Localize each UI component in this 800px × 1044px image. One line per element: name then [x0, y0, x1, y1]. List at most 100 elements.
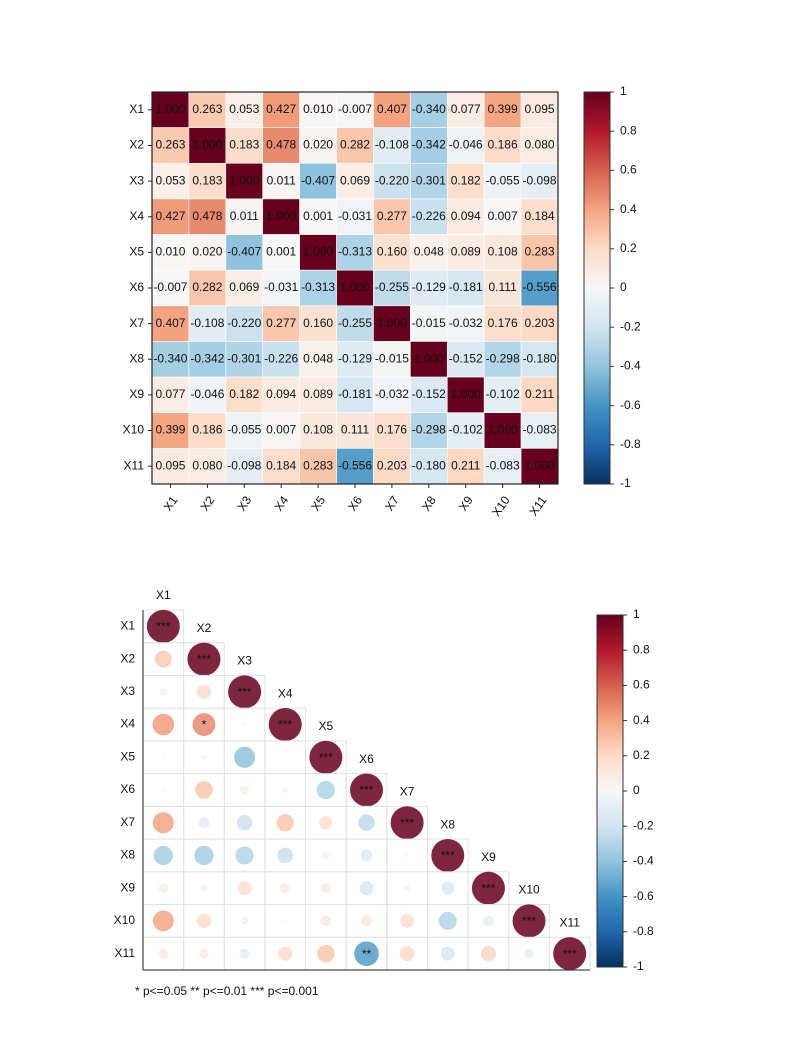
significance-label: ***	[400, 816, 414, 830]
heatmap-cell	[299, 127, 337, 164]
heatmap-cell	[151, 412, 190, 449]
significance-note: * p<=0.05 ** p<=0.01 *** p<=0.001	[135, 984, 319, 998]
colorbar	[583, 91, 611, 485]
cell-label: 0.399	[155, 423, 185, 437]
cell-label: 0.077	[451, 102, 481, 116]
corr-circle	[161, 755, 165, 759]
heatmap-cell	[299, 412, 337, 449]
cell-label: -0.055	[486, 173, 520, 187]
column-label: X8	[440, 817, 455, 831]
x-tick-label: X8	[419, 493, 439, 513]
cell-label: -0.181	[449, 280, 483, 294]
cell-label: -0.015	[412, 316, 446, 330]
cell-label: -0.298	[412, 423, 446, 437]
heatmap-cell	[151, 305, 190, 342]
cell-label: -0.220	[227, 316, 261, 330]
corr-circle	[399, 946, 415, 962]
column-label: X11	[559, 915, 580, 929]
y-tick-label: X5	[129, 245, 144, 259]
corr-circle	[195, 781, 213, 799]
colorbar-tick-label: 0	[620, 280, 627, 294]
cell-label: 1.000	[192, 138, 222, 152]
column-label: X1	[156, 588, 171, 602]
corr-circle	[316, 780, 336, 800]
cell-label: 0.077	[155, 387, 185, 401]
cell-label: -0.255	[375, 280, 409, 294]
heatmap-cell	[299, 234, 337, 271]
cell-label: 0.263	[192, 102, 222, 116]
heatmap-cell	[446, 448, 485, 485]
significance-label: **	[362, 947, 372, 961]
heatmap-cell	[483, 305, 522, 342]
cell-label: 1.000	[377, 316, 407, 330]
colorbar-tick-label: 1	[620, 84, 627, 98]
heatmap-cell	[336, 269, 374, 307]
cell-label: -0.046	[449, 138, 483, 152]
corr-circle	[524, 948, 534, 959]
cell-label: 0.211	[451, 458, 480, 472]
corr-circle	[319, 816, 333, 830]
cell-label: 0.160	[377, 245, 407, 259]
heatmap-cell	[410, 412, 448, 449]
cell-label: -0.556	[523, 280, 557, 294]
colorbar-tick-label: -1	[620, 476, 631, 490]
corr-circle	[240, 917, 249, 925]
corr-circle	[239, 948, 250, 959]
heatmap-cell	[336, 198, 374, 235]
heatmap-cell	[373, 376, 411, 414]
cell-label: -0.129	[338, 351, 372, 365]
corr-circle	[284, 756, 286, 758]
cell-label: 0.094	[266, 387, 296, 401]
significance-label: ***	[156, 620, 170, 634]
cell-label: 0.427	[155, 209, 185, 223]
colorbar-tick-label: 0	[633, 783, 640, 797]
heatmap-cell	[446, 305, 485, 342]
heatmap-cell	[410, 305, 448, 342]
corr-circle	[277, 847, 294, 864]
cell-label: 0.182	[451, 173, 481, 187]
corr-circle	[358, 814, 375, 832]
cell-label: 0.111	[489, 280, 518, 294]
cell-label: 1.000	[488, 423, 518, 437]
corr-circle	[553, 937, 587, 971]
cell-label: -0.180	[523, 351, 557, 365]
corr-circle	[199, 948, 209, 959]
cell-label: 0.160	[303, 316, 333, 330]
cell-label: -0.152	[412, 387, 446, 401]
corr-circle	[283, 919, 287, 923]
corr-circle	[158, 883, 168, 893]
y-tick-label: X8	[129, 351, 144, 365]
corr-circle	[240, 785, 249, 795]
cell-label: 0.111	[341, 423, 370, 437]
heatmap-cell	[336, 341, 374, 378]
cell-label: -0.181	[338, 387, 372, 401]
heatmap-cell	[483, 341, 522, 378]
colorbar-tick-label: -0.8	[633, 924, 654, 938]
colorbar	[596, 614, 624, 968]
heatmap-cell	[225, 198, 264, 235]
heatmap-cell	[410, 448, 448, 485]
heatmap-cell	[483, 127, 522, 164]
heatmap-cell	[262, 341, 300, 378]
cell-label: -0.007	[338, 102, 372, 116]
y-tick-label: X10	[123, 423, 145, 437]
x-tick-label: X9	[456, 493, 476, 513]
cell-label: -0.152	[449, 351, 483, 365]
cell-label: 0.203	[377, 458, 407, 472]
colorbar-tick-label: -0.2	[633, 818, 654, 832]
y-tick-label: X2	[129, 138, 144, 152]
heatmap-cell	[446, 269, 485, 307]
heatmap-cell	[225, 448, 264, 485]
heatmap-cell	[151, 127, 190, 164]
cell-label: -0.055	[227, 423, 261, 437]
heatmap-cell	[446, 412, 485, 449]
heatmap-cell	[262, 269, 300, 307]
corr-circle	[438, 911, 457, 930]
cell-label: 0.048	[303, 351, 333, 365]
cell-label: -0.340	[153, 351, 187, 365]
colorbar-tick-label: 0.8	[633, 642, 650, 656]
row-label: X11	[115, 946, 136, 960]
cell-label: 0.108	[303, 423, 333, 437]
heatmap-cell	[151, 376, 190, 414]
corr-circle	[440, 946, 455, 961]
